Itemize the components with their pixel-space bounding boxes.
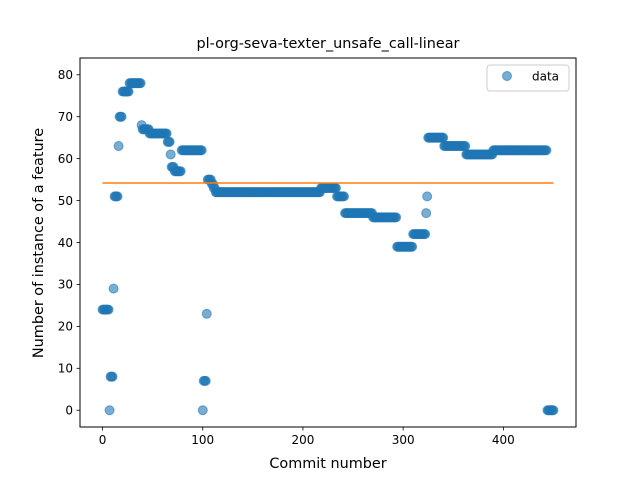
axis-ticks: 0 100 200 300 400 0 10 20 30 40 50 60 70 80 — [58, 68, 515, 447]
data-point — [196, 145, 207, 156]
x-tick-label: 300 — [392, 433, 415, 447]
y-tick-label: 50 — [58, 194, 73, 208]
data-point — [391, 212, 402, 223]
data-point — [107, 371, 118, 382]
data-point — [161, 128, 172, 139]
data-point — [438, 132, 449, 143]
data-point — [407, 241, 418, 252]
data-point — [421, 208, 432, 219]
data-point — [164, 136, 175, 147]
data-point — [200, 375, 211, 386]
y-tick-label: 20 — [58, 320, 73, 334]
legend: data — [486, 64, 570, 92]
y-tick-label: 80 — [58, 68, 73, 82]
data-point — [331, 182, 342, 193]
legend-label-data: data — [532, 70, 559, 84]
data-point — [112, 191, 123, 202]
data-point — [135, 78, 146, 89]
data-point — [165, 149, 176, 160]
x-tick-label: 400 — [492, 433, 515, 447]
data-point — [201, 308, 212, 319]
x-tick-label: 0 — [99, 433, 107, 447]
y-tick-label: 0 — [65, 404, 73, 418]
data-point — [116, 111, 127, 122]
data-point — [104, 405, 115, 416]
x-axis-label: Commit number — [269, 456, 386, 472]
data-point — [108, 283, 119, 294]
y-tick-label: 40 — [58, 236, 73, 250]
data-marks — [97, 78, 559, 416]
legend-marker-data — [502, 71, 512, 81]
data-point — [175, 166, 186, 177]
data-point — [422, 191, 433, 202]
y-axis-label: Number of instance of a feature — [31, 128, 47, 358]
y-tick-label: 60 — [58, 152, 73, 166]
y-tick-label: 10 — [58, 362, 73, 376]
x-tick-label: 100 — [191, 433, 214, 447]
x-tick-label: 200 — [291, 433, 314, 447]
data-point — [113, 141, 124, 152]
data-point — [339, 191, 350, 202]
data-point — [197, 405, 208, 416]
data-point — [420, 229, 431, 240]
data-point — [103, 304, 114, 315]
data-point — [541, 145, 552, 156]
y-tick-label: 70 — [58, 110, 73, 124]
data-point — [548, 405, 559, 416]
y-tick-label: 30 — [58, 278, 73, 292]
data-point — [460, 141, 471, 152]
data-point — [123, 86, 134, 97]
plot-area-frame — [79, 57, 577, 428]
chart-title: pl-org-seva-texter_unsafe_call-linear — [197, 36, 460, 52]
